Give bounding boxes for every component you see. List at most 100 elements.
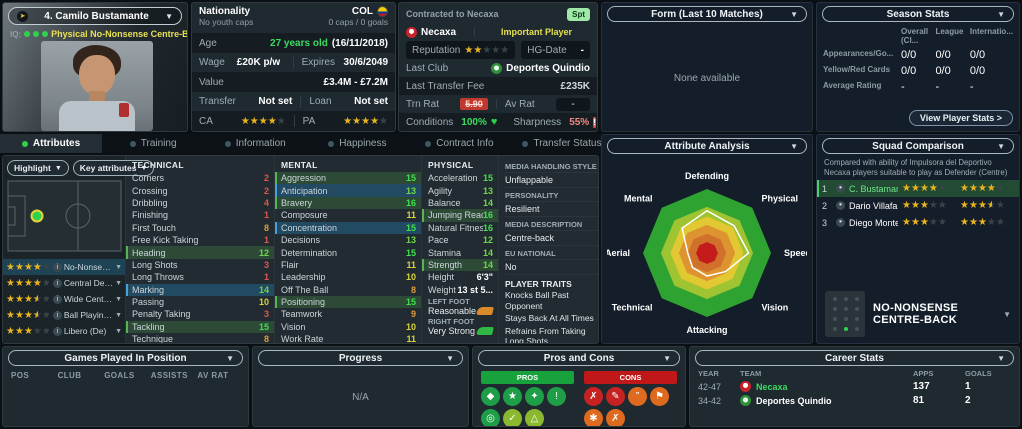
progress-dropdown[interactable]: Progress ▼ (258, 350, 463, 366)
star-icon: ★ (33, 310, 38, 321)
attribute-label: Passing (132, 297, 165, 308)
player-role-row: IQ: Physical No-Nonsense Centre-Back + (3, 27, 187, 41)
attribute-label: Pace (428, 235, 449, 246)
career-stats-dropdown[interactable]: Career Stats ▼ (695, 350, 1014, 366)
tab-information[interactable]: Information (204, 134, 306, 153)
club-name[interactable]: Necaxa (421, 26, 457, 38)
progress-title: Progress (338, 352, 383, 364)
chevron-down-icon[interactable]: ▼ (1003, 309, 1011, 319)
squad-comparison-row[interactable]: 1⏺C. Bustamante★★★★★★★★★★ (817, 180, 1019, 197)
attribute-value: 11 (406, 210, 416, 221)
squad-comparison-title: Squad Comparison (872, 140, 964, 152)
spt-badge[interactable]: Spt (567, 7, 590, 21)
tab-contract-info[interactable]: Contract Info (408, 134, 510, 153)
contract-title: Contracted to Necaxa (406, 9, 499, 19)
attribute-row: Dribbling 4 (126, 197, 274, 209)
info-icon[interactable]: i (52, 310, 62, 320)
career-team[interactable]: Necaxa (740, 381, 913, 392)
attribute-value: 8 (263, 334, 269, 344)
star-icon: ★ (910, 183, 920, 194)
chevron-down-icon: ▼ (226, 353, 234, 363)
star-icon: ★ (240, 115, 250, 127)
last-club-value[interactable]: Deportes Quindio (506, 62, 590, 74)
attribute-row: Pace 12 (422, 234, 498, 246)
attribute-row: Positioning 15 (275, 295, 421, 309)
squad-comparison-dropdown[interactable]: Squad Comparison ▼ (822, 138, 1014, 154)
chevron-down-icon: ▼ (997, 9, 1005, 19)
radar-axis-label: Defending (685, 171, 729, 181)
iq-dots (24, 31, 49, 37)
attributes-panel: Highlight ▼ Key attributes ▼ ★★★ (2, 155, 599, 344)
squad-comparison-row[interactable]: 2⏺Dario Villafaña★★★★★★★★★★★ (817, 197, 1019, 214)
form-dropdown[interactable]: Form (Last 10 Matches) ▼ (607, 6, 807, 22)
key-attributes-dropdown[interactable]: Key attributes ▼ (72, 160, 155, 176)
star-icon: ★ (928, 183, 938, 194)
squad-rank: 2 (822, 200, 828, 211)
tab-transfer-status[interactable]: Transfer Status (510, 134, 613, 153)
star-icon: ★ (6, 325, 15, 337)
necaxa-crest-icon (406, 26, 417, 38)
info-icon[interactable]: i (52, 278, 62, 288)
star-icon: ★ (41, 309, 51, 321)
tab-happiness[interactable]: Happiness (306, 134, 408, 153)
role-label: Libero (De) (63, 326, 107, 336)
tab-attributes[interactable]: Attributes (0, 134, 103, 153)
attributes-sidebar: Highlight ▼ Key attributes ▼ ★★★ (3, 156, 155, 343)
attribute-analysis-dropdown[interactable]: Attribute Analysis ▼ (607, 138, 807, 154)
sharpness-label: Sharpness (513, 116, 562, 128)
view-player-stats-button[interactable]: View Player Stats > (908, 110, 1013, 126)
highlight-dropdown[interactable]: Highlight ▼ (7, 160, 69, 176)
ability-stars: ★★★★★ (902, 183, 956, 194)
career-team[interactable]: Deportes Quindio (740, 395, 913, 406)
attribute-value: 14 (482, 197, 493, 208)
last-club-row: Last Club Deportes Quindio (399, 59, 597, 77)
attribute-label: Anticipation (281, 185, 328, 196)
radar-axis-label: Attacking (686, 325, 727, 335)
age-value: 27 years old (270, 37, 328, 49)
role-row[interactable]: ★★★★★ i Libero (De) ▼ (3, 323, 125, 339)
tab-training[interactable]: Training (102, 134, 204, 153)
media-section-header: EU NATIONAL (505, 249, 598, 260)
role-row[interactable]: ★★★★★iNo-Nonsense Centre...▼ (3, 259, 125, 275)
player-select-dropdown[interactable]: ➤ 4. Camilo Bustamante ▼ (8, 7, 182, 25)
radar-axis-label: Aerial (607, 248, 630, 258)
star-icon: ★ (267, 115, 277, 127)
person-icon: ⏺ (836, 201, 845, 210)
games-played-dropdown[interactable]: Games Played In Position ▼ (8, 350, 243, 366)
tendon-icon: ✓ (503, 409, 522, 426)
star-icon: ★ (482, 44, 492, 56)
pros-cons-dropdown[interactable]: Pros and Cons ▼ (478, 350, 680, 366)
tab-dot-icon (328, 140, 335, 147)
nationality-row: Nationality No youth caps COL 0 caps / 0… (192, 3, 395, 33)
info-icon[interactable]: i (52, 294, 62, 304)
attribute-label: Technique (132, 334, 174, 344)
squad-comparison-row[interactable]: 3⏺Diego Montero★★★★★★★★★★ (817, 214, 1019, 231)
right-foot-label: RIGHT FOOT (428, 316, 475, 326)
form-title: Form (Last 10 Matches) (651, 8, 763, 20)
attribute-value: 11 (406, 259, 416, 270)
pitch-dot (833, 327, 837, 331)
quindio-crest-icon (491, 62, 503, 74)
player-trait: Knocks Ball Past Opponent (505, 290, 569, 311)
trn-rat-value: 5.90 (460, 98, 488, 110)
attribute-row: Determination 15 (275, 246, 421, 258)
info-icon[interactable]: i (52, 326, 62, 336)
season-stat-value: - (935, 81, 940, 93)
squad-role-footer: NO-NONSENSE CENTRE-BACK ▼ (817, 285, 1019, 343)
pros-banner: PROS (481, 371, 574, 384)
role-label: Central Defender (St) (63, 278, 113, 288)
chevron-down-icon: ▼ (115, 327, 122, 335)
attribute-row: Composure 11 (275, 209, 421, 221)
height-value: 6'3" (476, 272, 493, 283)
info-icon[interactable]: i (52, 262, 62, 272)
season-stat-value: 0/0 (935, 49, 951, 61)
technical-column: TECHNICAL Corners 2 Crossing 2 Dribbling 4 Fin… (126, 156, 274, 343)
season-stats-dropdown[interactable]: Season Stats ▼ (822, 6, 1014, 22)
mini-pitch-icon (825, 291, 865, 337)
season-stats-table: Overall (Cl... League Internatio... Appeara… (817, 25, 1019, 93)
tab-dot-icon (425, 140, 432, 147)
potential-stars: ★★★★★ (960, 217, 1014, 228)
